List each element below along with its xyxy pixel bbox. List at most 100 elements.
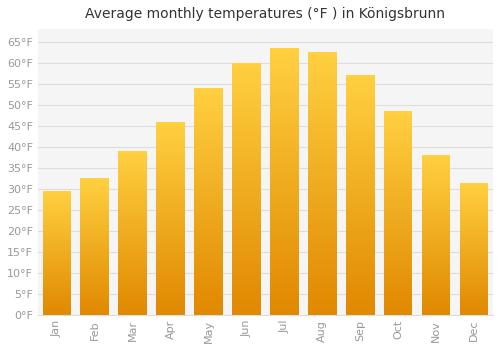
Bar: [156, 163, 185, 164]
Bar: [422, 174, 450, 175]
Bar: [346, 212, 374, 213]
Bar: [270, 123, 298, 124]
Bar: [232, 224, 260, 225]
Bar: [422, 202, 450, 203]
Bar: [194, 114, 223, 115]
Bar: [156, 196, 185, 197]
Bar: [118, 296, 147, 297]
Bar: [308, 298, 336, 299]
Bar: [156, 281, 185, 282]
Bar: [460, 303, 488, 304]
Bar: [460, 197, 488, 198]
Bar: [384, 241, 412, 243]
Bar: [346, 302, 374, 303]
Bar: [384, 226, 412, 228]
Bar: [270, 87, 298, 88]
Bar: [346, 198, 374, 199]
Bar: [270, 204, 298, 205]
Bar: [308, 136, 336, 138]
Bar: [42, 301, 71, 302]
Bar: [156, 128, 185, 130]
Bar: [194, 184, 223, 186]
Bar: [194, 222, 223, 223]
Bar: [194, 272, 223, 273]
Bar: [118, 209, 147, 210]
Bar: [194, 182, 223, 183]
Bar: [346, 249, 374, 250]
Bar: [270, 188, 298, 190]
Bar: [308, 138, 336, 139]
Bar: [346, 164, 374, 165]
Bar: [270, 186, 298, 187]
Bar: [384, 299, 412, 300]
Bar: [118, 166, 147, 167]
Bar: [232, 225, 260, 227]
Bar: [308, 80, 336, 81]
Bar: [384, 233, 412, 235]
Bar: [422, 181, 450, 182]
Bar: [384, 198, 412, 199]
Bar: [308, 105, 336, 106]
Bar: [42, 203, 71, 204]
Bar: [346, 159, 374, 160]
Bar: [118, 153, 147, 154]
Bar: [270, 103, 298, 104]
Bar: [460, 207, 488, 208]
Bar: [384, 113, 412, 114]
Bar: [460, 299, 488, 300]
Bar: [422, 172, 450, 173]
Bar: [118, 208, 147, 209]
Bar: [80, 245, 109, 246]
Bar: [422, 270, 450, 271]
Bar: [156, 191, 185, 192]
Bar: [422, 204, 450, 205]
Bar: [156, 308, 185, 309]
Bar: [422, 195, 450, 196]
Bar: [118, 212, 147, 214]
Bar: [460, 296, 488, 297]
Bar: [346, 314, 374, 315]
Bar: [232, 292, 260, 294]
Bar: [346, 132, 374, 133]
Bar: [384, 202, 412, 203]
Bar: [346, 110, 374, 111]
Bar: [232, 250, 260, 251]
Bar: [232, 144, 260, 145]
Bar: [270, 51, 298, 52]
Bar: [384, 257, 412, 258]
Bar: [384, 212, 412, 213]
Bar: [194, 243, 223, 244]
Bar: [384, 117, 412, 118]
Bar: [156, 258, 185, 259]
Bar: [308, 276, 336, 277]
Bar: [384, 144, 412, 145]
Bar: [384, 177, 412, 178]
Bar: [346, 142, 374, 144]
Bar: [384, 123, 412, 124]
Bar: [384, 281, 412, 282]
Bar: [422, 186, 450, 187]
Bar: [422, 294, 450, 295]
Bar: [232, 195, 260, 196]
Bar: [308, 61, 336, 63]
Bar: [270, 111, 298, 112]
Bar: [422, 266, 450, 267]
Bar: [156, 165, 185, 166]
Bar: [346, 94, 374, 96]
Bar: [422, 283, 450, 284]
Bar: [346, 219, 374, 220]
Bar: [460, 206, 488, 207]
Bar: [118, 235, 147, 236]
Bar: [194, 218, 223, 220]
Bar: [42, 272, 71, 273]
Bar: [460, 187, 488, 188]
Bar: [422, 162, 450, 163]
Bar: [118, 264, 147, 265]
Bar: [194, 281, 223, 282]
Bar: [422, 157, 450, 158]
Bar: [156, 286, 185, 287]
Bar: [384, 220, 412, 221]
Bar: [156, 190, 185, 191]
Bar: [460, 194, 488, 195]
Bar: [194, 127, 223, 128]
